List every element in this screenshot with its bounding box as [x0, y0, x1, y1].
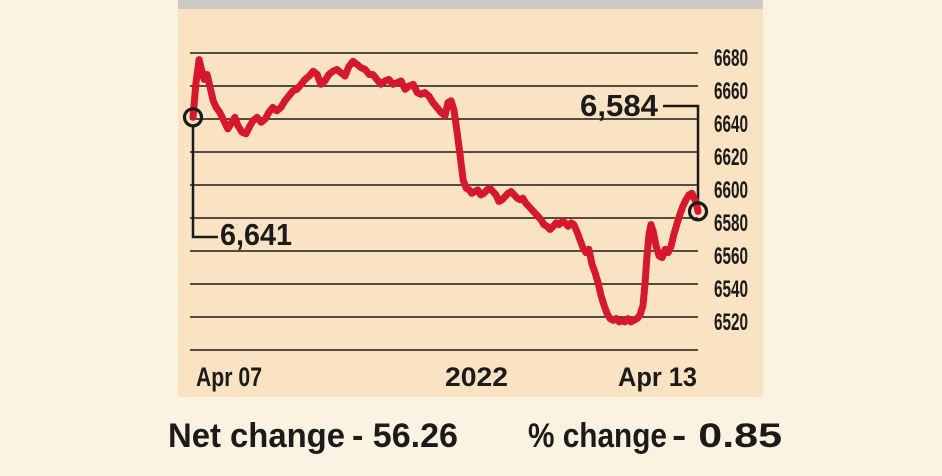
start-annotation-line	[191, 125, 218, 239]
net-change-label: Net change	[168, 417, 345, 455]
x-tick-2022: 2022	[445, 362, 508, 392]
end-point-marker	[687, 201, 709, 222]
y-tick-label: 6640	[714, 111, 748, 138]
y-tick-label: 6580	[714, 210, 748, 237]
top-bar	[178, 0, 763, 9]
pct-change-value: - 0.85	[672, 417, 782, 455]
end-annotation-line	[663, 104, 700, 204]
start-value-label: 6,641	[220, 217, 292, 252]
net-change-value: - 56.26	[352, 417, 458, 455]
y-tick-label: 6620	[714, 144, 748, 171]
plot-area	[178, 0, 763, 397]
y-tick-label: 6520	[714, 309, 748, 336]
price-line	[189, 56, 702, 326]
y-tick-label: 6680	[714, 45, 748, 72]
y-tick-label: 6560	[714, 243, 748, 270]
pct-change-label: % change	[528, 417, 667, 455]
y-tick-label: 6600	[714, 177, 748, 204]
y-tick-label: 6660	[714, 78, 748, 105]
y-axis-labels: 6680 6660 6640 6620 6600 6580 6560 6540 6520	[714, 45, 748, 336]
x-tick-apr13: Apr 13	[618, 362, 697, 392]
annotation-brackets	[191, 104, 700, 239]
x-tick-apr07: Apr 07	[196, 362, 262, 392]
end-value-label: 6,584	[580, 88, 659, 123]
endpoint-markers	[182, 107, 709, 222]
y-tick-label: 6540	[714, 276, 748, 303]
start-point-marker	[182, 107, 204, 128]
